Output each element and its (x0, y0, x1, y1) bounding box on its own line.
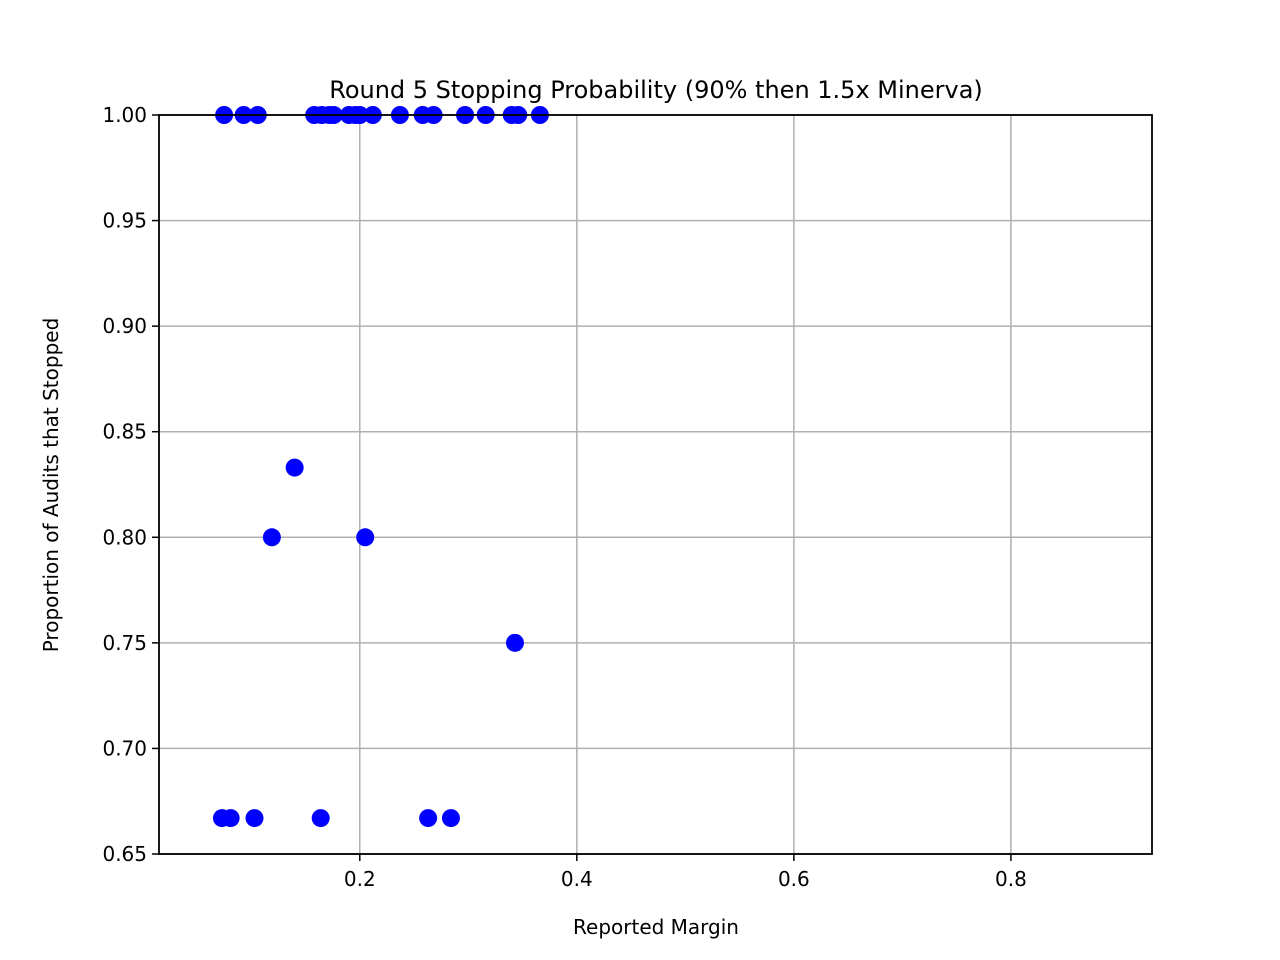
y-tick-label: 0.65 (102, 842, 147, 866)
y-tick-label: 0.75 (102, 631, 147, 655)
x-tick-label: 0.2 (344, 867, 376, 891)
data-point (419, 809, 438, 828)
data-point (221, 809, 240, 828)
data-point (285, 458, 304, 477)
y-tick-label: 1.00 (102, 103, 147, 127)
data-point (262, 528, 281, 547)
x-tick-label: 0.8 (995, 867, 1027, 891)
data-point (505, 633, 524, 652)
y-axis-ticks: 0.65 0.70 0.75 0.80 0.85 0.90 0.95 1.00 (102, 103, 159, 866)
y-tick-label: 0.70 (102, 736, 147, 760)
x-tick-label: 0.6 (778, 867, 810, 891)
x-axis-ticks: 0.2 0.4 0.6 0.8 (344, 854, 1027, 891)
y-tick-label: 0.95 (102, 209, 147, 233)
chart-title: Round 5 Stopping Probability (90% then 1… (329, 76, 983, 104)
plot-frame (158, 114, 1153, 855)
data-point (356, 528, 375, 547)
x-axis-label: Reported Margin (573, 915, 739, 939)
y-tick-label: 0.85 (102, 420, 147, 444)
y-tick-label: 0.80 (102, 525, 147, 549)
y-axis-label: Proportion of Audits that Stopped (39, 318, 63, 653)
data-point (441, 809, 460, 828)
y-tick-label: 0.90 (102, 314, 147, 338)
data-point (245, 809, 264, 828)
data-point (311, 809, 330, 828)
x-tick-label: 0.4 (561, 867, 593, 891)
